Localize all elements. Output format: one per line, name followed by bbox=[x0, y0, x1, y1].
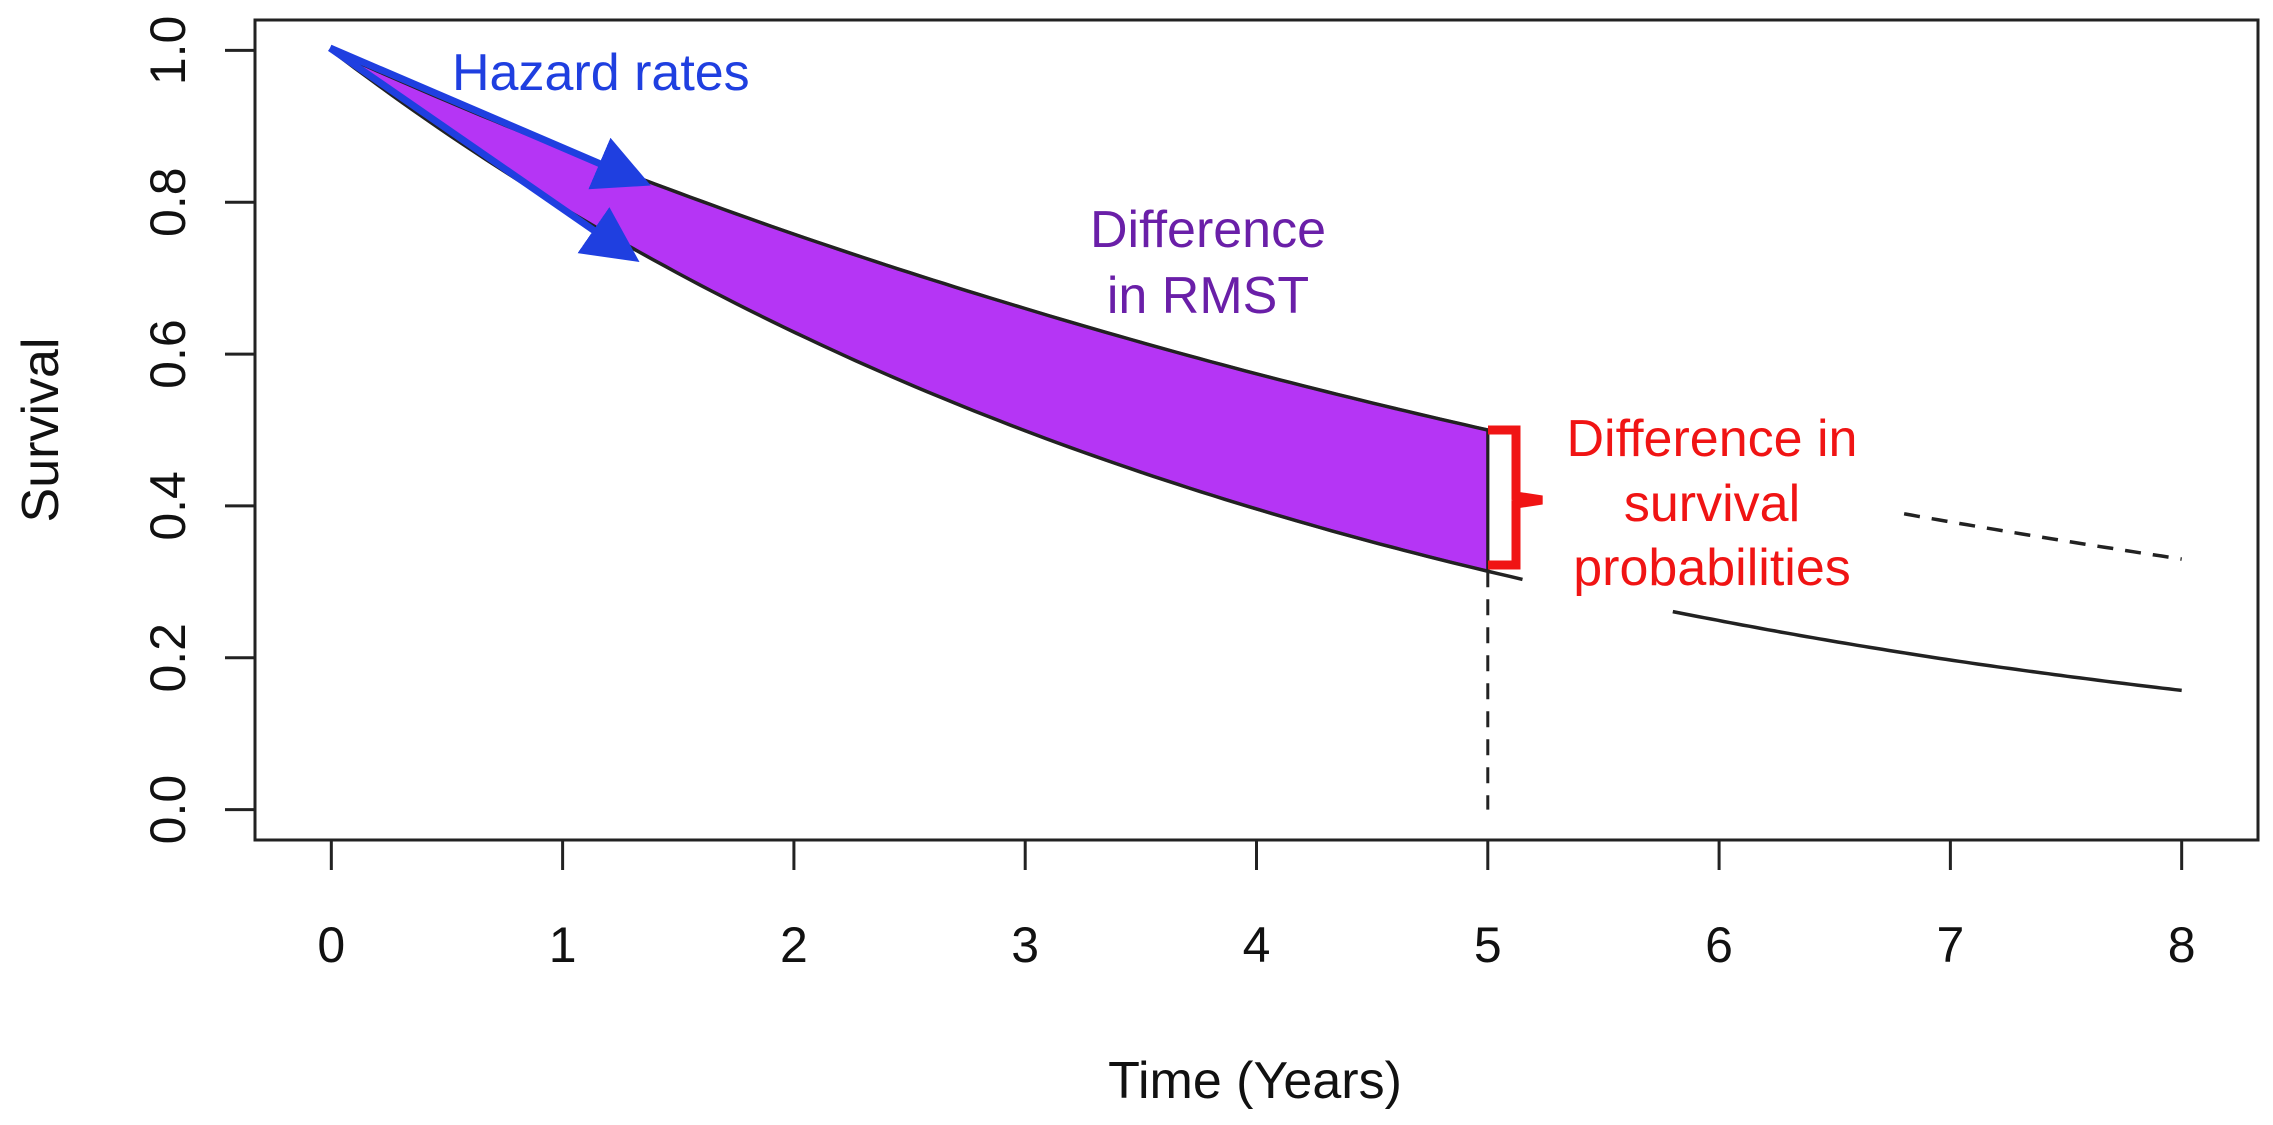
rmst-shaded-region bbox=[330, 49, 1490, 574]
survival-diff-bracket bbox=[1488, 425, 1543, 570]
x-tick-label: 3 bbox=[1011, 917, 1039, 973]
x-tick-label: 6 bbox=[1705, 917, 1733, 973]
x-tick-label: 8 bbox=[2168, 917, 2196, 973]
hazard-rates-label: Hazard rates bbox=[452, 44, 750, 102]
upper-curve-dashed bbox=[1903, 512, 2182, 561]
rmst-label-line1: Difference bbox=[1090, 201, 1326, 259]
x-tick-label: 2 bbox=[780, 917, 808, 973]
y-tick-label: 1.0 bbox=[140, 16, 196, 86]
survival-diff-line2: survival bbox=[1624, 475, 1800, 533]
rmst-label-line2: in RMST bbox=[1107, 267, 1309, 325]
x-tick-label: 0 bbox=[317, 917, 345, 973]
hazard-arrow-lower bbox=[328, 45, 640, 262]
lower-curve-segment bbox=[1672, 609, 2182, 693]
x-axis-title: Time (Years) bbox=[1108, 1052, 1402, 1110]
y-axis-title: Survival bbox=[12, 338, 70, 523]
y-tick-label: 0.8 bbox=[140, 167, 196, 237]
hazard-arrow-upper bbox=[328, 44, 651, 190]
x-tick-label: 7 bbox=[1936, 917, 1964, 973]
y-tick-label: 0.4 bbox=[140, 471, 196, 541]
y-tick-label: 0.6 bbox=[140, 319, 196, 389]
survival-diff-line1: Difference in bbox=[1567, 410, 1858, 468]
x-tick-label: 5 bbox=[1474, 917, 1502, 973]
x-tick-label: 1 bbox=[549, 917, 577, 973]
x-tick-label: 4 bbox=[1243, 917, 1271, 973]
survival-diff-line3: probabilities bbox=[1573, 539, 1851, 597]
y-tick-label: 0.0 bbox=[140, 775, 196, 845]
y-tick-label: 0.2 bbox=[140, 623, 196, 693]
